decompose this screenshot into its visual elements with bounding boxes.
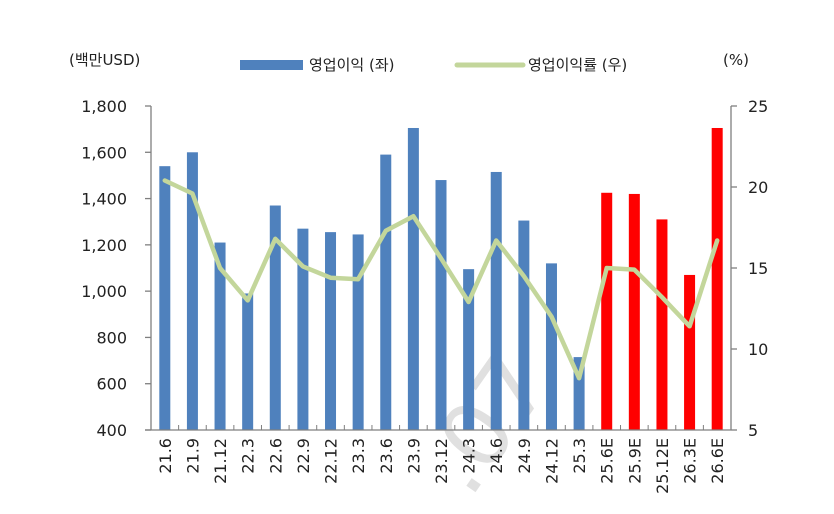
bar-25.6E xyxy=(601,192,613,430)
right-y-axis: 5 10 15 20 25 xyxy=(730,97,768,440)
x-tick-label: 22.12 xyxy=(322,438,341,484)
x-tick-label: 21.12 xyxy=(211,438,230,484)
right-tick-label: 10 xyxy=(748,340,768,359)
x-tick-label: 25.9E xyxy=(625,438,644,484)
legend-line-label: 영업이익률 (우) xyxy=(528,56,627,74)
bar-23.9 xyxy=(407,127,419,430)
x-tick-label: 24.12 xyxy=(542,438,561,484)
x-tick-label: 23.3 xyxy=(349,438,368,474)
bar-24.12 xyxy=(545,263,557,430)
legend-bar-swatch xyxy=(240,60,303,70)
x-axis: 21.6 21.9 21.12 22.3 22.6 22.9 22.12 23.3 23.6 23… xyxy=(145,425,731,494)
left-tick-label: 1,200 xyxy=(81,236,127,255)
bar-22.6 xyxy=(269,205,281,430)
x-tick-label: 21.6 xyxy=(156,438,175,474)
x-tick-label: 25.12E xyxy=(653,438,672,494)
right-tick-label: 5 xyxy=(748,421,758,440)
bar-23.12 xyxy=(435,180,447,430)
watermark-text: .07 xyxy=(402,335,570,512)
margin-line xyxy=(162,178,720,381)
right-tick-label: 25 xyxy=(748,97,768,116)
right-tick-label: 15 xyxy=(748,259,768,278)
left-tick-label: 1,600 xyxy=(81,143,127,162)
bar-21.12 xyxy=(214,242,226,430)
left-tick-label: 800 xyxy=(96,328,127,347)
x-tick-label: 26.6E xyxy=(708,438,727,484)
left-tick-label: 600 xyxy=(96,375,127,394)
bar-24.3 xyxy=(463,269,475,430)
line-series xyxy=(162,178,720,381)
bar-26.3E xyxy=(684,274,696,430)
bar-23.6 xyxy=(380,154,392,430)
legend-bar-label: 영업이익 (좌) xyxy=(309,56,394,74)
bar-23.3 xyxy=(352,234,364,430)
left-y-axis: 400 600 800 1,000 1,200 1,400 1,600 1,800 xyxy=(81,97,152,440)
bar-24.9 xyxy=(518,220,530,430)
bar-21.6 xyxy=(159,166,171,430)
x-tick-label: 24.9 xyxy=(515,438,534,474)
bar-21.9 xyxy=(186,152,198,431)
bar-25.9E xyxy=(628,193,640,430)
x-tick-label: 21.9 xyxy=(183,438,202,474)
x-tick-label: 25.3 xyxy=(570,438,589,474)
x-tick-label: 24.3 xyxy=(460,438,479,474)
x-tick-label: 23.9 xyxy=(404,438,423,474)
left-tick-label: 1,400 xyxy=(81,190,127,209)
left-unit-label: (백만USD) xyxy=(69,51,140,69)
right-tick-label: 20 xyxy=(748,178,768,197)
watermark: .07 xyxy=(402,335,570,512)
x-tick-label: 25.6E xyxy=(598,438,617,484)
x-tick-label: 22.6 xyxy=(266,438,285,474)
right-unit-label: (%) xyxy=(723,51,749,69)
x-tick-label: 24.6 xyxy=(487,438,506,474)
bar-26.6E xyxy=(711,127,723,430)
x-tick-label: 23.6 xyxy=(377,438,396,474)
left-tick-label: 1,000 xyxy=(81,282,127,301)
bar-25.3 xyxy=(573,357,585,430)
bar-25.12E xyxy=(656,219,668,430)
bar-series xyxy=(159,127,723,431)
x-tick-label: 26.3E xyxy=(681,438,700,484)
legend: 영업이익 (좌) 영업이익률 (우) xyxy=(240,56,627,74)
left-tick-label: 400 xyxy=(96,421,127,440)
left-tick-label: 1,800 xyxy=(81,97,127,116)
bar-22.9 xyxy=(297,228,309,430)
bar-22.3 xyxy=(242,293,254,430)
x-tick-label: 22.9 xyxy=(294,438,313,474)
x-tick-label: 23.12 xyxy=(432,438,451,484)
bar-24.6 xyxy=(490,171,502,430)
bar-22.12 xyxy=(325,232,337,430)
x-tick-label: 22.3 xyxy=(239,438,258,474)
